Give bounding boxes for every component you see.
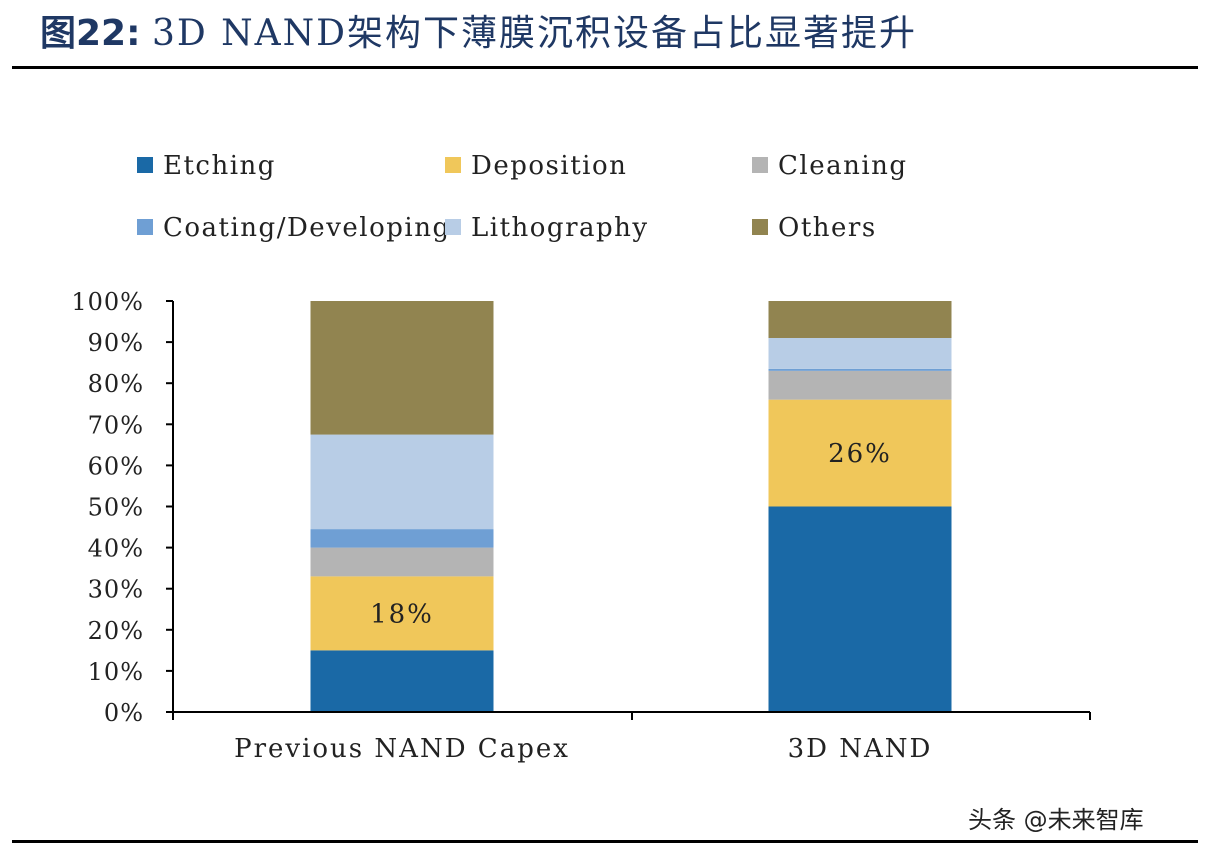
y-tick-label-8: 80% <box>88 370 144 398</box>
legend-label-etching: Etching <box>163 151 276 181</box>
bar-others-previous-nand-capex <box>310 301 494 435</box>
bar-coating-developing-previous-nand-capex <box>310 529 494 548</box>
bar-cleaning-3d-nand <box>768 370 952 400</box>
y-tick-label-6: 60% <box>88 452 144 480</box>
y-tick-label-10: 100% <box>71 288 144 316</box>
legend-swatch-deposition <box>445 157 461 173</box>
axes: 0% 10% 20% 30% 40% 50% 60% 70% 80% 90% 100% Previou… <box>71 288 1091 764</box>
figure-title-text: 3D NAND架构下薄膜沉积设备占比显著提升 <box>151 13 918 54</box>
legend-label-lithography: Lithography <box>471 213 649 243</box>
bar-cleaning-previous-nand-capex <box>310 547 494 577</box>
legend-swatch-etching <box>137 157 153 173</box>
figure-label: 图22: <box>40 13 141 54</box>
legend-label-others: Others <box>778 213 877 243</box>
bar-etching-previous-nand-capex <box>310 650 494 712</box>
bar-lithography-3d-nand <box>768 337 952 369</box>
bars <box>310 301 952 712</box>
bottom-rule <box>12 840 1198 843</box>
x-tick-label-3d-nand: 3D NAND <box>788 734 933 764</box>
legend-label-deposition: Deposition <box>471 151 627 181</box>
legend-swatch-coating-developing <box>137 219 153 235</box>
legend-label-cleaning: Cleaning <box>778 151 908 181</box>
legend: Etching Deposition Cleaning Coating/Develop… <box>137 151 908 243</box>
stacked-bar-chart: Etching Deposition Cleaning Coating/Develop… <box>71 151 1091 764</box>
y-tick-label-4: 40% <box>88 535 144 563</box>
y-tick-label-5: 50% <box>88 494 144 522</box>
data-label-deposition-3d-nand: 26% <box>828 439 892 469</box>
y-tick-label-7: 70% <box>88 411 144 439</box>
data-labels: 18% 26% <box>370 439 892 629</box>
bar-deposition-previous-nand-capex <box>310 576 494 651</box>
bar-coating-developing-3d-nand <box>768 368 952 371</box>
bar-deposition-3d-nand <box>768 399 952 507</box>
x-tick-label-previous-nand-capex: Previous NAND Capex <box>234 734 570 764</box>
y-tick-label-3: 30% <box>88 576 144 604</box>
bar-etching-3d-nand <box>768 506 952 712</box>
top-rule <box>12 66 1198 69</box>
bar-lithography-previous-nand-capex <box>310 434 494 530</box>
y-tick-label-9: 90% <box>88 329 144 357</box>
y-tick-label-1: 10% <box>88 658 144 686</box>
bar-others-3d-nand <box>768 301 952 338</box>
watermark: 头条 @未来智库 <box>968 806 1144 834</box>
legend-swatch-lithography <box>445 219 461 235</box>
data-label-deposition-previous-nand-capex: 18% <box>370 599 434 629</box>
legend-label-coating-developing: Coating/Developing <box>163 213 451 243</box>
y-tick-label-2: 20% <box>88 617 144 645</box>
figure-title: 图22: 3D NAND架构下薄膜沉积设备占比显著提升 <box>40 10 917 58</box>
legend-swatch-cleaning <box>752 157 768 173</box>
y-tick-label-0: 0% <box>104 699 144 727</box>
legend-swatch-others <box>752 219 768 235</box>
